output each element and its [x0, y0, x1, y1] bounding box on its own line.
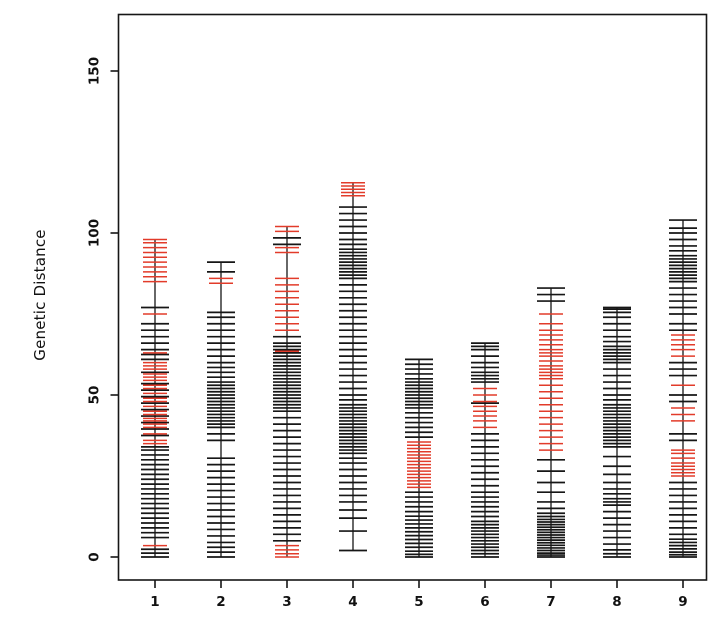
- y-axis-tick-label: 150: [87, 57, 103, 85]
- plot-box: [117, 13, 708, 581]
- x-axis-tick-label: 9: [678, 594, 687, 610]
- chromosome-6: [471, 342, 499, 558]
- y-axis-tick-label: 0: [87, 552, 103, 561]
- chromosome-5: [405, 358, 433, 558]
- y-axis-tick-label: 50: [87, 386, 103, 405]
- y-axis-title: Genetic Distance: [31, 229, 49, 361]
- chromosome-8: [603, 306, 631, 558]
- x-axis-tick-label: 6: [480, 594, 489, 610]
- chromosome-1: [141, 238, 169, 558]
- chromosome-4: [339, 182, 367, 552]
- x-axis-tick-label: 3: [282, 594, 291, 610]
- chromosome-9: [669, 219, 697, 558]
- x-axis-tick-label: 4: [348, 594, 357, 610]
- x-axis-tick-label: 5: [414, 594, 423, 610]
- chromosome-2: [207, 261, 235, 558]
- x-axis-tick-label: 2: [216, 594, 225, 610]
- chromosome-3: [273, 225, 301, 558]
- y-axis-tick-label: 100: [87, 219, 103, 247]
- x-axis-tick-label: 8: [612, 594, 621, 610]
- chromosome-7: [537, 287, 565, 558]
- x-axis-tick-label: 1: [150, 594, 159, 610]
- x-axis-tick-label: 7: [546, 594, 555, 610]
